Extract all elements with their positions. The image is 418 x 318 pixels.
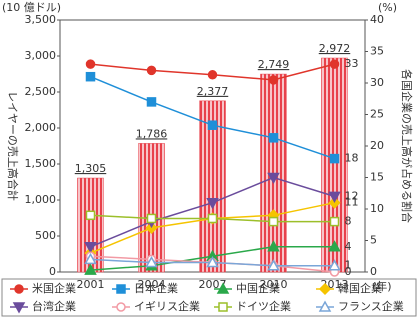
legend-label: 米国企業 xyxy=(32,281,76,295)
marker xyxy=(267,172,280,185)
marker xyxy=(146,97,157,107)
marker xyxy=(206,197,219,210)
y-tick-label: 500 xyxy=(35,229,56,242)
y-title: レイヤーの売上高合計 xyxy=(6,91,20,201)
end-label: 1 xyxy=(345,259,352,272)
legend-label: 中国企業 xyxy=(236,281,280,295)
marker xyxy=(116,302,126,312)
marker xyxy=(85,210,96,221)
x-tick-label: 2010 xyxy=(260,278,288,291)
marker xyxy=(85,59,96,69)
y-tick-label: 1,500 xyxy=(25,157,57,170)
marker xyxy=(85,71,96,82)
marker xyxy=(216,282,230,294)
legend-label: ドイツ企業 xyxy=(236,299,291,313)
marker xyxy=(267,259,280,271)
bar-label: 1,786 xyxy=(136,127,168,140)
marker xyxy=(318,300,332,312)
end-label: 18 xyxy=(345,152,359,165)
y2-tick-label: 5 xyxy=(370,234,377,247)
legend-label: イギリス企業 xyxy=(134,299,200,313)
y-tick-label: 2,500 xyxy=(25,85,57,98)
x-tick-label: 2004 xyxy=(138,278,166,291)
marker xyxy=(328,259,341,271)
marker xyxy=(116,284,126,294)
bar-label: 2,377 xyxy=(197,85,229,98)
y2-title: 各国企業の売上高が占める割合 xyxy=(400,69,414,223)
y-tick-label: 0 xyxy=(49,265,56,278)
marker xyxy=(268,133,279,143)
x-tick-label: 2001 xyxy=(77,278,105,291)
marker xyxy=(207,213,218,224)
marker xyxy=(328,240,341,252)
y-tick-label: 2,000 xyxy=(25,121,57,134)
marker xyxy=(207,120,218,130)
y2-unit: (%) xyxy=(378,1,397,14)
legend-box xyxy=(1,278,417,317)
bar-label: 2,972 xyxy=(319,42,351,55)
marker xyxy=(328,191,341,203)
y2-tick-label: 15 xyxy=(370,171,384,184)
y2-tick-label: 25 xyxy=(370,108,384,121)
marker xyxy=(14,284,24,294)
legend-label: フランス企業 xyxy=(338,299,404,313)
marker xyxy=(84,252,97,265)
y2-tick-label: 10 xyxy=(370,202,384,215)
x-unit: (年) xyxy=(372,279,392,293)
legend-label: 日本企業 xyxy=(134,281,178,295)
y-tick-label: 1,000 xyxy=(25,193,57,206)
marker xyxy=(268,75,279,85)
end-label: 33 xyxy=(345,57,359,70)
bar xyxy=(138,143,165,273)
marker xyxy=(268,216,279,227)
y-tick-label: 3,000 xyxy=(25,49,57,62)
marker xyxy=(207,70,218,80)
marker xyxy=(218,302,228,312)
marker xyxy=(318,282,332,296)
y2-tick-label: 35 xyxy=(370,45,384,58)
y-tick-label: 3,500 xyxy=(25,13,57,26)
end-label: 8 xyxy=(345,215,352,228)
marker xyxy=(329,153,340,164)
y-unit: (10 億ドル) xyxy=(2,1,61,14)
marker xyxy=(146,65,157,76)
marker xyxy=(145,256,158,268)
marker xyxy=(267,240,280,252)
end-label: 0 xyxy=(345,265,352,278)
y2-tick-label: 20 xyxy=(370,139,384,152)
marker xyxy=(329,216,340,227)
y2-tick-label: 30 xyxy=(370,76,384,89)
end-label: 4 xyxy=(345,240,352,253)
x-tick-label: 2007 xyxy=(199,278,227,291)
bar-label: 1,305 xyxy=(75,162,107,175)
bar-label: 2,749 xyxy=(258,58,290,71)
bar xyxy=(321,57,348,273)
marker xyxy=(84,263,97,275)
end-label: 12 xyxy=(345,189,359,202)
marker xyxy=(146,213,157,224)
marker xyxy=(84,242,97,254)
y2-tick-label: 0 xyxy=(370,265,377,278)
y2-tick-label: 40 xyxy=(370,13,384,26)
marker xyxy=(329,59,340,69)
marker xyxy=(12,302,26,314)
legend-label: 台湾企業 xyxy=(32,299,76,313)
marker xyxy=(206,256,219,268)
legend-label: 韓国企業 xyxy=(338,281,382,295)
end-label: 11 xyxy=(345,196,359,209)
